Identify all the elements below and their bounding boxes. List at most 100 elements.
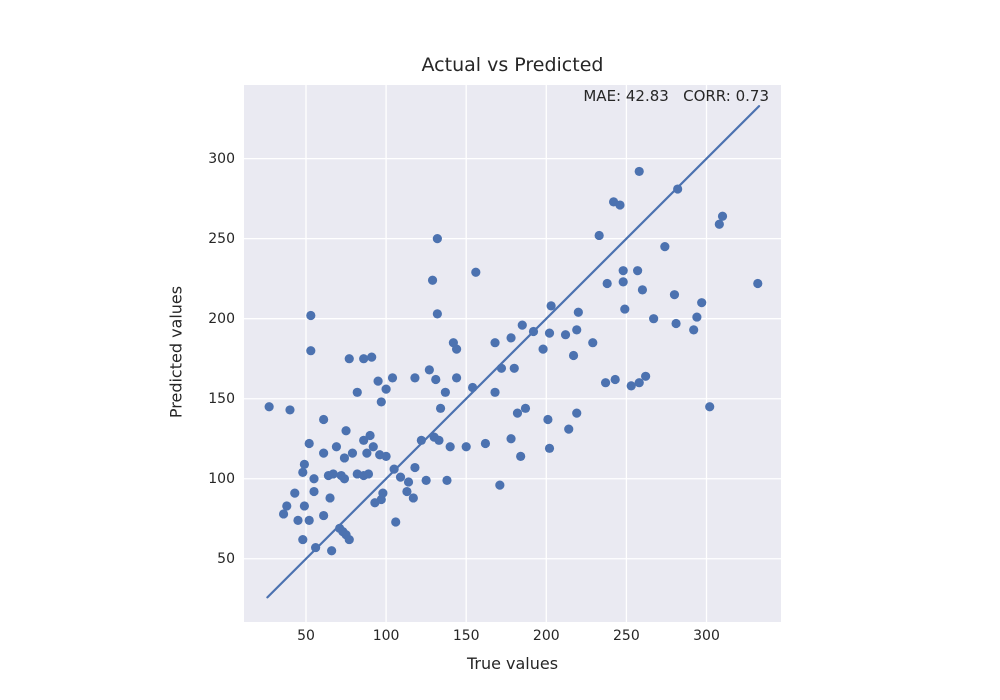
scatter-point xyxy=(468,382,478,393)
scatter-point xyxy=(365,430,375,441)
scatter-point xyxy=(673,184,683,194)
scatter-point xyxy=(689,325,699,335)
scatter-point xyxy=(445,442,455,452)
scatter-point xyxy=(594,230,604,241)
scatter-point xyxy=(538,344,548,354)
scatter-point xyxy=(705,402,715,412)
scatter-point xyxy=(543,414,553,425)
x-axis-label: True values xyxy=(466,654,559,673)
scatter-point xyxy=(410,373,420,383)
scatter-point xyxy=(311,542,321,553)
scatter-point xyxy=(669,290,680,300)
scatter-point xyxy=(572,408,582,418)
scatter-point xyxy=(299,501,309,511)
scatter-point xyxy=(602,278,612,289)
scatter-point xyxy=(660,242,670,252)
scatter-point xyxy=(634,166,644,177)
scatter-point xyxy=(516,451,526,461)
scatter-point xyxy=(264,402,274,412)
scatter-point xyxy=(496,363,507,373)
scatter-point xyxy=(560,330,571,340)
scatter-svg xyxy=(244,85,781,622)
scatter-point xyxy=(432,234,442,244)
y-tick-label: 100 xyxy=(208,470,235,487)
scatter-point xyxy=(395,472,406,482)
scatter-point xyxy=(402,486,412,497)
scatter-point xyxy=(293,515,303,525)
chart-title: Actual vs Predicted xyxy=(421,54,604,76)
y-tick-label: 250 xyxy=(208,230,235,247)
scatter-point xyxy=(325,493,335,503)
x-tick-label: 50 xyxy=(297,628,315,644)
scatter-point xyxy=(347,448,358,458)
y-tick-label: 300 xyxy=(208,150,235,167)
scatter-point xyxy=(376,397,386,407)
scatter-point xyxy=(290,488,300,498)
scatter-point xyxy=(572,325,582,335)
scatter-point xyxy=(620,304,630,314)
plot-area: MAE: 42.83 CORR: 0.73 xyxy=(244,85,781,622)
scatter-point xyxy=(359,435,369,445)
scatter-point xyxy=(615,200,625,210)
scatter-point xyxy=(451,344,462,354)
scatter-point xyxy=(610,374,620,385)
scatter-point xyxy=(410,462,420,473)
scatter-point xyxy=(671,318,681,329)
scatter-point xyxy=(442,475,452,485)
scatter-point xyxy=(373,376,383,386)
scatter-point xyxy=(344,354,354,364)
scatter-point xyxy=(309,474,319,484)
scatter-point xyxy=(306,346,316,356)
scatter-point xyxy=(319,510,329,521)
x-tick-label: 200 xyxy=(532,628,560,644)
scatter-point xyxy=(490,387,500,397)
scatter-point xyxy=(363,469,374,479)
x-tick-label: 100 xyxy=(372,628,400,644)
identity-line xyxy=(266,105,761,599)
scatter-point xyxy=(480,438,491,449)
metrics-annotation: MAE: 42.83 CORR: 0.73 xyxy=(583,87,769,105)
scatter-point xyxy=(637,285,648,295)
scatter-point xyxy=(352,387,362,397)
scatter-point xyxy=(546,301,556,311)
scatter-point xyxy=(431,374,441,385)
scatter-point xyxy=(512,408,523,418)
scatter-point xyxy=(304,515,314,525)
scatter-point xyxy=(517,320,527,330)
scatter-point xyxy=(339,453,350,463)
scatter-point xyxy=(427,275,438,285)
scatter-point xyxy=(331,442,342,452)
scatter-point xyxy=(544,328,555,338)
scatter-point xyxy=(387,373,398,383)
scatter-point xyxy=(568,350,579,361)
scatter-point xyxy=(299,459,309,469)
y-tick-label: 150 xyxy=(208,390,235,407)
scatter-point xyxy=(304,438,314,449)
scatter-point xyxy=(391,517,401,527)
scatter-point xyxy=(368,442,378,452)
x-tick-label: 250 xyxy=(613,628,640,644)
scatter-point xyxy=(421,475,431,485)
scatter-point xyxy=(495,480,505,490)
scatter-point xyxy=(416,435,426,445)
scatter-point xyxy=(573,307,583,317)
scatter-point xyxy=(434,435,444,445)
scatter-point xyxy=(282,501,292,511)
scatter-point xyxy=(753,278,763,289)
scatter-point xyxy=(328,469,338,479)
scatter-point xyxy=(408,493,418,503)
scatter-point xyxy=(564,424,574,434)
scatter-point xyxy=(432,309,442,319)
scatter-point xyxy=(319,414,329,425)
scatter-point xyxy=(626,381,636,391)
scatter-point xyxy=(697,298,707,308)
scatter-point xyxy=(339,474,350,484)
scatter-point xyxy=(327,546,337,556)
scatter-point xyxy=(381,451,391,461)
scatter-point xyxy=(520,403,531,413)
scatter-point xyxy=(362,448,372,458)
scatter-point xyxy=(367,352,377,362)
scatter-point xyxy=(714,219,724,229)
scatter-point xyxy=(600,378,611,388)
